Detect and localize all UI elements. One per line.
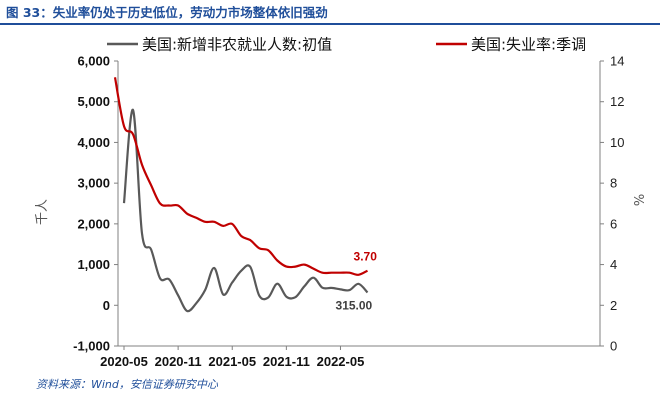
x-tick-label: 2020-11 <box>155 354 202 369</box>
left-tick-label: 4,000 <box>77 135 110 150</box>
x-tick-label: 2022-05 <box>317 354 365 369</box>
legend-unemployment-label: 美国:失业率:季调 <box>471 36 586 54</box>
right-tick-label: 10 <box>610 135 624 150</box>
source-note: 资料来源：Wind，安信证券研究中心 <box>36 378 218 391</box>
right-tick-label: 4 <box>610 257 617 272</box>
unemployment-end-label: 3.70 <box>354 250 378 264</box>
claims-end-label: 315.00 <box>336 298 373 312</box>
legend-claims-label: 美国:新增非农就业人数:初值 <box>142 36 332 54</box>
left-tick-label: 1,000 <box>77 257 110 272</box>
left-tick-label: 2,000 <box>77 216 110 231</box>
left-tick-label: 6,000 <box>77 54 110 69</box>
x-tick-label: 2020-05 <box>100 354 148 369</box>
left-tick-label: -1,000 <box>73 339 110 354</box>
right-tick-label: 0 <box>610 339 617 354</box>
left-tick-label: 5,000 <box>77 94 110 109</box>
right-axis-label: % <box>633 194 648 206</box>
left-axis-label: 千人 <box>35 199 50 225</box>
left-tick-label: 3,000 <box>77 176 110 191</box>
right-tick-label: 8 <box>610 176 617 191</box>
unemployment-series-line <box>113 77 369 276</box>
figure-title: 图 33：失业率仍处于历史低位，劳动力市场整体依旧强劲 <box>6 5 328 20</box>
claims-series-line <box>122 108 369 313</box>
x-tick-label: 2021-11 <box>263 354 310 369</box>
title-divider <box>0 23 660 25</box>
right-tick-label: 14 <box>610 54 624 69</box>
right-tick-label: 12 <box>610 94 624 109</box>
x-tick-label: 2021-05 <box>208 354 256 369</box>
right-tick-label: 6 <box>610 216 617 231</box>
right-tick-label: 2 <box>610 298 617 313</box>
left-tick-label: 0 <box>103 298 110 313</box>
